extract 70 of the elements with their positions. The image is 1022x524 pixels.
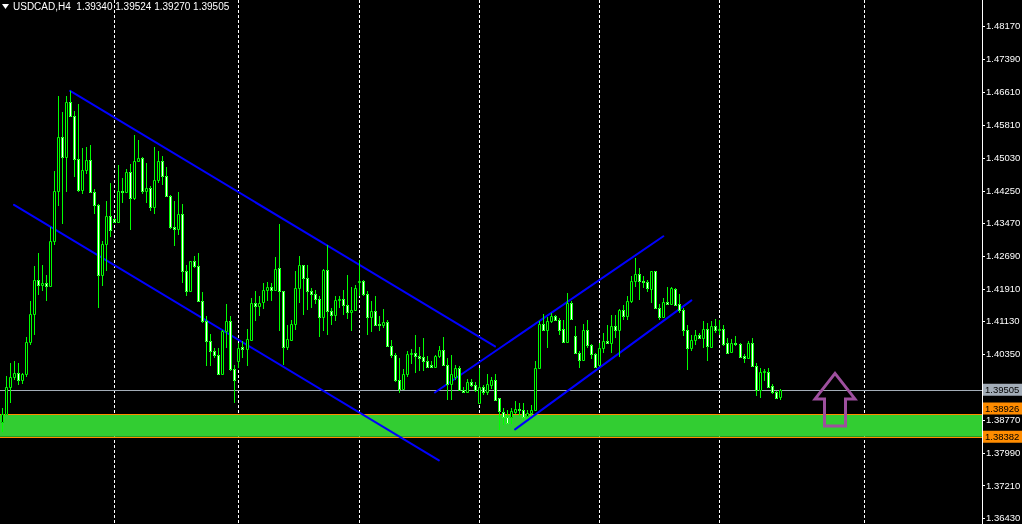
y-tick-label: 1.45030 [986,151,1021,163]
candlestick [662,297,665,319]
candlestick [81,147,84,195]
candlestick [105,200,108,272]
candlestick [450,354,453,401]
candlestick [258,295,261,317]
candlestick [759,367,762,399]
candlestick [458,365,461,391]
candlestick [153,146,156,215]
y-tick-label: 1.37210 [986,479,1021,491]
candlestick [350,286,353,332]
y-tick-label: 1.48170 [986,20,1021,32]
y-tick-label: 1.47390 [986,53,1021,65]
candlestick [117,164,120,224]
candlestick [598,342,601,367]
ref-line-label: 1.39505 [985,383,1020,395]
candlestick [334,295,337,322]
candlestick [354,284,357,311]
candlestick [478,367,481,405]
candlestick [342,289,345,316]
y-tick-label: 1.43470 [986,217,1021,229]
candlestick [566,292,569,343]
y-tick-label: 1.38770 [986,414,1021,426]
candlestick [41,264,44,292]
candlestick [582,323,585,362]
candlestick [398,357,401,394]
candlestick [322,268,325,332]
y-tick-label: 1.44250 [986,184,1021,196]
y-tick-label: 1.46610 [986,85,1021,97]
ref-line-label: 1.38926 [985,402,1020,414]
candlestick [546,316,549,349]
candlestick [610,314,613,354]
y-tick-label: 1.40350 [986,347,1021,359]
candlestick [486,373,489,396]
y-tick-label: 1.36430 [986,512,1021,524]
candlestick [266,281,269,302]
y-tick-label: 1.37990 [986,446,1021,458]
candlestick [17,362,20,386]
candlestick [141,156,144,195]
candlestick [129,163,132,231]
candlestick [262,282,265,310]
candlestick [414,334,417,374]
candlestick [189,261,192,292]
candlestick [302,264,305,316]
candlestick [173,200,176,247]
chart-title: USDCAD,H4 1.39340 1.39524 1.39270 1.39505 [13,1,230,13]
y-tick-label: 1.45810 [986,119,1021,131]
candlestick [710,320,713,349]
candlestick [422,337,425,372]
candlestick [274,256,277,292]
candlestick [145,162,148,204]
candlestick [133,134,136,201]
candlestick [65,95,68,193]
candlestick [706,322,709,362]
candlestick [618,308,621,358]
candlestick [638,267,641,301]
candlestick [346,274,349,320]
y-tick-label: 1.41130 [986,315,1020,327]
candlestick [237,342,240,369]
candlestick [702,320,705,349]
candlestick [418,346,421,372]
candlestick [77,103,80,193]
y-tick-label: 1.42690 [986,249,1021,261]
y-tick-label: 1.41910 [986,282,1021,294]
ref-line-label: 1.38382 [985,430,1020,442]
candlestick [606,324,609,345]
candlestick [374,295,377,326]
candlestick [358,259,361,297]
candlestick [306,264,309,311]
candlestick [326,244,329,336]
